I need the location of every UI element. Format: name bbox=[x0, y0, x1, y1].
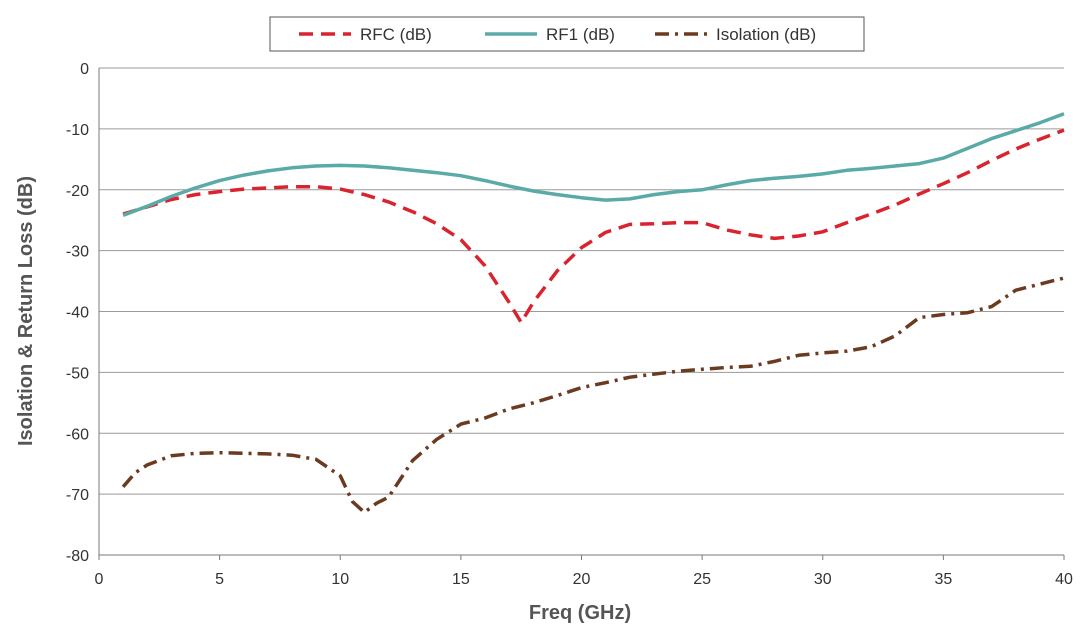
y-tick-label: -40 bbox=[66, 305, 89, 322]
series-lines bbox=[121, 112, 1065, 515]
y-tick-labels: 0 -10 -20 -30 -40 -50 -60 -70 -80 bbox=[66, 61, 89, 565]
x-tick-label: 10 bbox=[331, 571, 349, 588]
x-tick-label: 5 bbox=[215, 571, 224, 588]
axes bbox=[98, 68, 1065, 560]
series-line-1 bbox=[122, 112, 1065, 217]
y-tick-label: -80 bbox=[66, 548, 89, 565]
legend-label-0: RFC (dB) bbox=[360, 25, 432, 44]
series-line-2 bbox=[121, 276, 1065, 515]
x-tick-label: 20 bbox=[573, 571, 591, 588]
y-tick-label: -50 bbox=[66, 365, 89, 382]
y-tick-label: -30 bbox=[66, 244, 89, 261]
y-tick-label: -10 bbox=[66, 122, 89, 139]
x-tick-label: 0 bbox=[95, 571, 104, 588]
y-tick-label: -70 bbox=[66, 487, 89, 504]
x-tick-label: 25 bbox=[693, 571, 711, 588]
x-tick-label: 35 bbox=[934, 571, 952, 588]
legend-label-1: RF1 (dB) bbox=[546, 25, 615, 44]
y-axis-title: Isolation & Return Loss (dB) bbox=[15, 176, 37, 446]
x-axis-title: Freq (GHz) bbox=[529, 602, 631, 624]
y-tick-label: -60 bbox=[66, 426, 89, 443]
x-tick-label: 40 bbox=[1055, 571, 1073, 588]
x-tick-labels: 0 5 10 15 20 25 30 35 40 bbox=[95, 571, 1073, 588]
series-line-0 bbox=[122, 128, 1065, 325]
legend-box bbox=[269, 16, 865, 52]
legend-label-2: Isolation (dB) bbox=[716, 25, 816, 44]
y-tick-label: 0 bbox=[80, 61, 89, 78]
y-tick-label: -20 bbox=[66, 183, 89, 200]
x-tick-label: 15 bbox=[452, 571, 470, 588]
x-tick-label: 30 bbox=[814, 571, 832, 588]
legend: RFC (dB) RF1 (dB) Isolation (dB) bbox=[269, 16, 865, 52]
